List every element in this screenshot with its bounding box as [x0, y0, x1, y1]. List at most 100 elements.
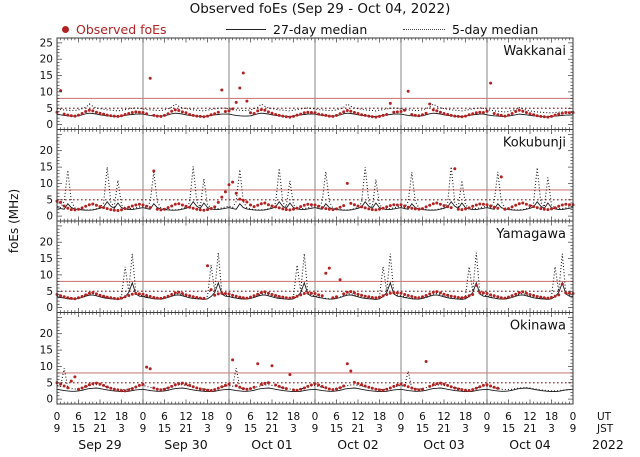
observed-point	[467, 206, 471, 210]
observed-point	[399, 382, 403, 386]
observed-point	[417, 114, 421, 118]
y-tick-label: 20	[40, 145, 53, 157]
observed-point	[471, 388, 475, 392]
observed-point	[560, 203, 564, 207]
observed-point	[464, 114, 467, 118]
legend-item-observed: Observed foEs	[62, 21, 167, 37]
observed-point	[155, 114, 159, 118]
observed-point	[116, 114, 120, 118]
observed-point	[489, 204, 493, 208]
observed-point	[105, 295, 109, 299]
ut-tick-label: 6	[75, 411, 82, 423]
observed-point	[564, 291, 568, 295]
ut-tick-label: 0	[140, 411, 147, 423]
observed-point	[352, 291, 356, 295]
observed-point	[137, 292, 141, 296]
observed-point	[510, 112, 514, 115]
observed-point	[478, 291, 482, 295]
observed-point	[567, 291, 571, 295]
observed-point	[141, 292, 145, 296]
panel-wakkanai: 0 5 10 15 20 25 Wakkanai	[40, 37, 575, 131]
observed-point	[295, 113, 299, 117]
observed-point	[374, 387, 378, 391]
observed-point	[141, 382, 145, 386]
observed-point	[130, 111, 134, 114]
observed-point	[499, 113, 503, 117]
observed-point	[435, 201, 439, 205]
observed-point	[170, 384, 174, 388]
ut-tick-label: 6	[505, 411, 512, 423]
observed-point	[374, 208, 378, 212]
observed-point	[123, 389, 127, 393]
station-label: Okinawa	[510, 319, 566, 334]
observed-point	[392, 384, 396, 388]
jst-tick-label: 3	[290, 423, 297, 435]
observed-point	[521, 290, 525, 294]
observed-point	[66, 206, 70, 210]
observed-point	[252, 294, 256, 298]
observed-point	[288, 373, 292, 377]
observed-point	[421, 207, 424, 211]
observed-point	[485, 383, 489, 387]
observed-point	[148, 367, 152, 371]
observed-point	[496, 113, 500, 117]
observed-point	[116, 388, 120, 392]
observed-point	[284, 208, 288, 212]
observed-point	[94, 381, 98, 385]
legend-item-5day-median: 5-day median	[403, 21, 538, 37]
ut-tick-label: 12	[265, 411, 278, 423]
observed-point	[87, 108, 91, 112]
observed-point	[177, 290, 181, 294]
y-tick-label: 10	[40, 361, 53, 373]
observed-point	[145, 294, 149, 297]
observed-point	[112, 208, 116, 212]
median27-line	[56, 200, 574, 211]
observed-point	[385, 293, 389, 296]
observed-point	[141, 111, 145, 114]
observed-point	[206, 114, 209, 118]
observed-point	[277, 206, 281, 210]
observed-point	[274, 383, 278, 387]
observed-point	[474, 111, 478, 115]
observed-point	[94, 110, 98, 114]
y-tick-label: 5	[46, 103, 53, 115]
observed-point	[338, 386, 342, 390]
observed-point	[471, 204, 475, 208]
observed-point	[102, 294, 106, 298]
observed-point	[159, 296, 163, 300]
ut-tick-label: 0	[570, 411, 577, 423]
observed-point	[313, 382, 317, 386]
observed-point	[367, 295, 371, 299]
observed-point	[66, 113, 70, 117]
observed-point	[195, 386, 199, 390]
observed-point	[270, 111, 274, 115]
dotted-line-marker-icon	[403, 28, 445, 30]
observed-point	[335, 207, 338, 211]
observed-point	[349, 109, 353, 113]
observed-point	[102, 112, 106, 116]
observed-point	[320, 384, 324, 388]
jst-tick-label: 21	[437, 423, 450, 435]
observed-point	[309, 203, 313, 207]
observed-point	[424, 294, 428, 297]
observed-point	[263, 290, 267, 294]
observed-point	[367, 385, 371, 389]
observed-point	[446, 293, 450, 297]
observed-point	[198, 114, 202, 118]
observed-point	[542, 296, 546, 300]
observed-point	[206, 388, 209, 392]
date-label: Oct 04	[509, 437, 551, 452]
jst-tick-label: 21	[179, 423, 192, 435]
observed-point	[331, 114, 335, 118]
observed-point	[216, 200, 220, 204]
observed-point	[69, 208, 73, 212]
observed-point	[489, 293, 493, 297]
observed-point	[560, 111, 564, 115]
observed-point	[299, 205, 303, 209]
observed-point	[105, 113, 109, 117]
observed-point	[256, 362, 260, 366]
observed-point	[188, 383, 192, 387]
observed-point	[356, 381, 360, 385]
date-label: Sep 29	[78, 437, 121, 452]
observed-point	[234, 384, 238, 388]
